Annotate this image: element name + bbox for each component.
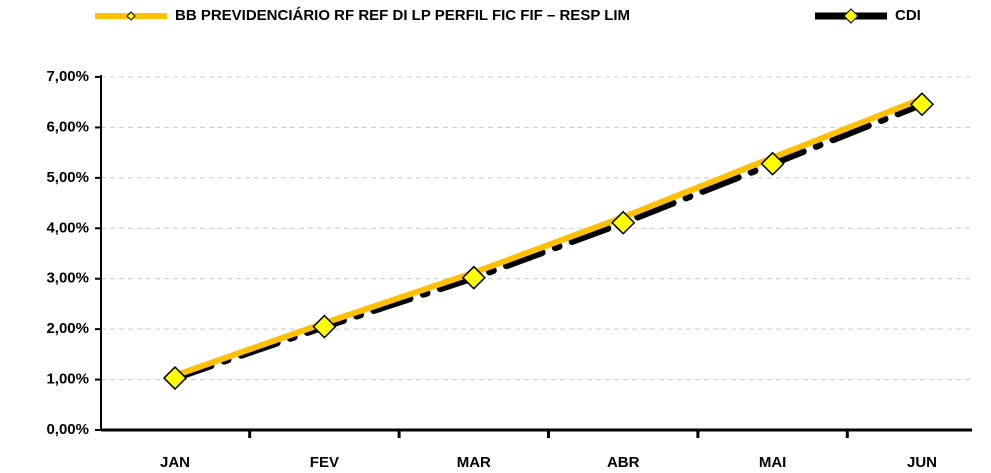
x-tick-label: MAI [759,454,787,471]
data-point [909,92,935,117]
x-tick-label: ABR [607,454,640,471]
y-tick-label: 7,00% [46,68,89,85]
legend-label: CDI [895,7,921,24]
y-tick-label: 3,00% [46,270,89,287]
y-tick-label: 1,00% [46,371,89,388]
y-tick-label: 5,00% [46,169,89,186]
x-tick-label: JUN [907,454,937,471]
data-point [760,151,785,176]
y-tick-label: 4,00% [46,219,89,236]
y-tick-label: 2,00% [46,320,89,337]
series-line [171,100,926,382]
y-tick-label: 6,00% [46,118,89,135]
series-line [172,95,925,379]
y-tick-label: 0,00% [46,421,89,438]
data-point [312,314,337,339]
data-point [162,365,188,391]
legend-label: BB PREVIDENCIÁRIO RF REF DI LP PERFIL FI… [175,7,630,24]
x-tick-label: MAR [457,454,491,471]
data-point [461,265,486,290]
legend-marker [843,8,859,24]
x-tick-label: FEV [310,454,339,471]
x-tick-label: JAN [160,454,190,471]
data-point [611,210,636,235]
legend-marker [126,11,136,21]
